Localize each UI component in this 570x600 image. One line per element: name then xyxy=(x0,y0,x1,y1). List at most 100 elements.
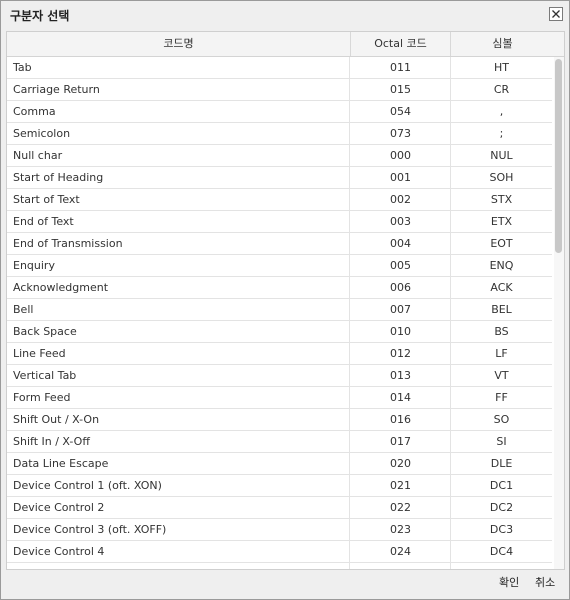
cell-octal-code: 013 xyxy=(351,365,451,386)
cell-code-name: Vertical Tab xyxy=(7,365,350,386)
cell-symbol: ACK xyxy=(490,281,513,294)
cell-octal-code: 054 xyxy=(351,101,451,122)
cell-symbol: DC1 xyxy=(489,479,514,492)
cell-code-name: Negative Acknowledgement xyxy=(7,563,350,569)
cell-code-name: Start of Text xyxy=(7,189,350,210)
cell-octal-code: 023 xyxy=(351,519,451,540)
cell-symbol: FF xyxy=(495,391,508,404)
table-row[interactable]: Semicolon 073; xyxy=(7,123,552,145)
vertical-scrollbar[interactable] xyxy=(554,57,564,569)
cell-code-name: Semicolon xyxy=(7,123,350,144)
cell-code-name: Start of Heading xyxy=(7,167,350,188)
table-row[interactable]: Bell 007 BEL xyxy=(7,299,552,321)
cell-symbol: SO xyxy=(493,413,510,426)
code-table: 코드명 Octal 코드 심볼 Tab 011 HT Carriage Return 0… xyxy=(6,31,565,570)
ok-button[interactable]: 확인 xyxy=(499,576,520,589)
dialog-titlebar: 구분자 선택 xyxy=(1,1,569,29)
cell-octal-code: 015 xyxy=(351,79,451,100)
cell-octal-code: 017 xyxy=(351,431,451,452)
cell-octal-code: 000 xyxy=(351,145,451,166)
cell-octal-code: 022 xyxy=(351,497,451,518)
cell-octal-code: 003 xyxy=(351,211,451,232)
cell-symbol: EOT xyxy=(490,237,513,250)
cell-code-name: Device Control 2 xyxy=(7,497,350,518)
dialog-title: 구분자 선택 xyxy=(10,9,70,23)
table-row[interactable]: Tab 011 HT xyxy=(7,57,552,79)
cell-code-name: Tab xyxy=(7,57,350,78)
close-icon xyxy=(552,10,560,18)
cell-code-name: Enquiry xyxy=(7,255,350,276)
cell-symbol: DLE xyxy=(490,457,513,470)
cell-symbol: BS xyxy=(494,325,509,338)
table-row[interactable]: Enquiry 005 ENQ xyxy=(7,255,552,277)
table-row[interactable]: Shift In / X-Off 017 SI xyxy=(7,431,552,453)
cell-octal-code: 010 xyxy=(351,321,451,342)
table-row[interactable]: Null char 000 NUL xyxy=(7,145,552,167)
cell-symbol: SOH xyxy=(489,171,514,184)
cell-symbol: DC2 xyxy=(489,501,514,514)
cell-code-name: Form Feed xyxy=(7,387,350,408)
cell-symbol: SI xyxy=(496,435,507,448)
cell-octal-code: 007 xyxy=(351,299,451,320)
cell-octal-code: 025 xyxy=(351,563,451,569)
close-button[interactable] xyxy=(549,7,563,21)
column-header-name[interactable]: 코드명 xyxy=(7,32,351,56)
table-row[interactable]: Form Feed 014 FF xyxy=(7,387,552,409)
cell-code-name: Comma xyxy=(7,101,350,122)
cell-octal-code: 016 xyxy=(351,409,451,430)
cell-octal-code: 004 xyxy=(351,233,451,254)
table-body: Tab 011 HT Carriage Return 015 CR Comma 054, Sem… xyxy=(7,57,552,569)
cell-symbol: ; xyxy=(499,127,504,140)
table-row[interactable]: End of Transmission 004 EOT xyxy=(7,233,552,255)
cell-symbol: BEL xyxy=(491,303,512,316)
cell-code-name: Shift Out / X-On xyxy=(7,409,350,430)
table-row[interactable]: Carriage Return 015 CR xyxy=(7,79,552,101)
scrollbar-header-spacer xyxy=(554,32,564,57)
cell-symbol: NUL xyxy=(490,149,513,162)
cell-octal-code: 012 xyxy=(351,343,451,364)
cell-code-name: Shift In / X-Off xyxy=(7,431,350,452)
cell-code-name: Back Space xyxy=(7,321,350,342)
cell-octal-code: 073 xyxy=(351,123,451,144)
cell-code-name: Bell xyxy=(7,299,350,320)
table-row[interactable]: Device Control 2 022 DC2 xyxy=(7,497,552,519)
cell-symbol: VT xyxy=(494,369,509,382)
table-row[interactable]: Vertical Tab 013 VT xyxy=(7,365,552,387)
table-row[interactable]: Acknowledgment 006 ACK xyxy=(7,277,552,299)
table-row[interactable]: Device Control 3 (oft. XOFF) 023 DC3 xyxy=(7,519,552,541)
scrollbar-thumb[interactable] xyxy=(555,59,562,253)
table-row[interactable]: Shift Out / X-On 016 SO xyxy=(7,409,552,431)
cell-octal-code: 020 xyxy=(351,453,451,474)
cell-octal-code: 002 xyxy=(351,189,451,210)
table-header: 코드명 Octal 코드 심볼 xyxy=(7,32,554,57)
cancel-button[interactable]: 취소 xyxy=(535,576,556,589)
table-row[interactable]: Device Control 4 024 DC4 xyxy=(7,541,552,563)
cell-code-name: Data Line Escape xyxy=(7,453,350,474)
table-row[interactable]: Negative Acknowledgement025NAK xyxy=(7,563,552,569)
cell-code-name: End of Transmission xyxy=(7,233,350,254)
cell-code-name: Acknowledgment xyxy=(7,277,350,298)
cell-symbol: STX xyxy=(490,193,513,206)
column-header-symbol[interactable]: 심볼 xyxy=(492,37,513,50)
cell-octal-code: 014 xyxy=(351,387,451,408)
table-row[interactable]: Back Space 010 BS xyxy=(7,321,552,343)
cell-symbol: CR xyxy=(493,83,510,96)
cell-code-name: Null char xyxy=(7,145,350,166)
table-row[interactable]: Start of Heading 001 SOH xyxy=(7,167,552,189)
table-row[interactable]: Line Feed 012 LF xyxy=(7,343,552,365)
cell-code-name: Device Control 1 (oft. XON) xyxy=(7,475,350,496)
cell-symbol: , xyxy=(499,105,504,118)
cell-code-name: Carriage Return xyxy=(7,79,350,100)
table-row[interactable]: Start of Text 002 STX xyxy=(7,189,552,211)
cell-octal-code: 001 xyxy=(351,167,451,188)
table-row[interactable]: End of Text 003 ETX xyxy=(7,211,552,233)
cell-octal-code: 011 xyxy=(351,57,451,78)
table-row[interactable]: Device Control 1 (oft. XON) 021 DC1 xyxy=(7,475,552,497)
cell-octal-code: 024 xyxy=(351,541,451,562)
column-header-octal[interactable]: Octal 코드 xyxy=(351,32,451,56)
table-row[interactable]: Data Line Escape 020 DLE xyxy=(7,453,552,475)
table-row[interactable]: Comma 054, xyxy=(7,101,552,123)
cell-symbol: NAK xyxy=(451,563,552,569)
cell-octal-code: 005 xyxy=(351,255,451,276)
